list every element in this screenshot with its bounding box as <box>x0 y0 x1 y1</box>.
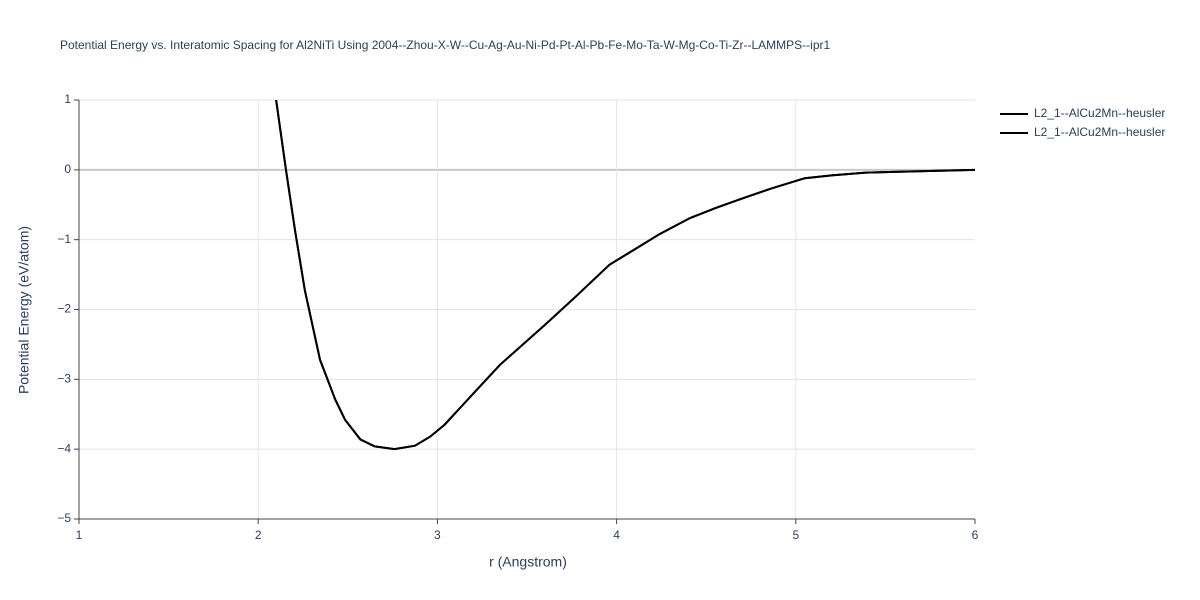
y-tick-label: 1 <box>64 92 71 106</box>
x-tick-label: 3 <box>434 528 441 542</box>
x-tick-label: 5 <box>792 528 799 542</box>
y-tick-label: −1 <box>57 232 71 246</box>
legend-label: L2_1--AlCu2Mn--heusler <box>1034 125 1165 139</box>
y-tick-label: 0 <box>64 162 71 176</box>
legend-label: L2_1--AlCu2Mn--heusler <box>1034 106 1165 120</box>
line-series <box>275 100 975 451</box>
chart-title: Potential Energy vs. Interatomic Spacing… <box>60 38 831 52</box>
x-axis-label: r (Angstrom) <box>489 554 567 570</box>
x-tick-label: 6 <box>972 528 979 542</box>
y-tick-label: −2 <box>57 302 71 316</box>
line-series <box>275 100 975 451</box>
x-tick-label: 1 <box>76 528 83 542</box>
y-axis-label: Potential Energy (eV/atom) <box>16 226 32 394</box>
y-tick-label: −5 <box>57 511 71 525</box>
y-tick-label: −4 <box>57 441 71 455</box>
x-tick-label: 2 <box>255 528 262 542</box>
y-tick-label: −3 <box>57 372 71 386</box>
x-tick-label: 4 <box>613 528 620 542</box>
